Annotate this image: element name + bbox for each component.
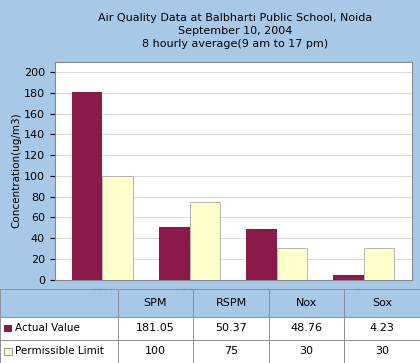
- Text: Permissible Limit: Permissible Limit: [15, 346, 104, 356]
- Bar: [364, 248, 394, 280]
- Text: 100: 100: [145, 346, 166, 356]
- Text: 48.76: 48.76: [291, 323, 323, 333]
- Text: 181.05: 181.05: [136, 323, 175, 333]
- Text: 50.37: 50.37: [215, 323, 247, 333]
- Bar: [246, 229, 277, 280]
- Text: 4.23: 4.23: [370, 323, 395, 333]
- Text: Actual Value: Actual Value: [15, 323, 80, 333]
- Text: 30: 30: [299, 346, 314, 356]
- Y-axis label: Concentration(ug/m3): Concentration(ug/m3): [11, 113, 21, 228]
- Text: RSPM: RSPM: [215, 298, 247, 308]
- Text: Air Quality Data at Balbharti Public School, Noida
September 10, 2004
8 hourly a: Air Quality Data at Balbharti Public Sch…: [98, 13, 372, 49]
- Bar: [189, 202, 220, 280]
- Text: SPM: SPM: [144, 298, 167, 308]
- Bar: [159, 227, 189, 280]
- Text: Sox: Sox: [372, 298, 392, 308]
- Text: 30: 30: [375, 346, 389, 356]
- Text: Nox: Nox: [296, 298, 317, 308]
- Text: 75: 75: [224, 346, 238, 356]
- Bar: [72, 92, 102, 280]
- Bar: [277, 248, 307, 280]
- Bar: [333, 275, 364, 280]
- Bar: [102, 176, 133, 280]
